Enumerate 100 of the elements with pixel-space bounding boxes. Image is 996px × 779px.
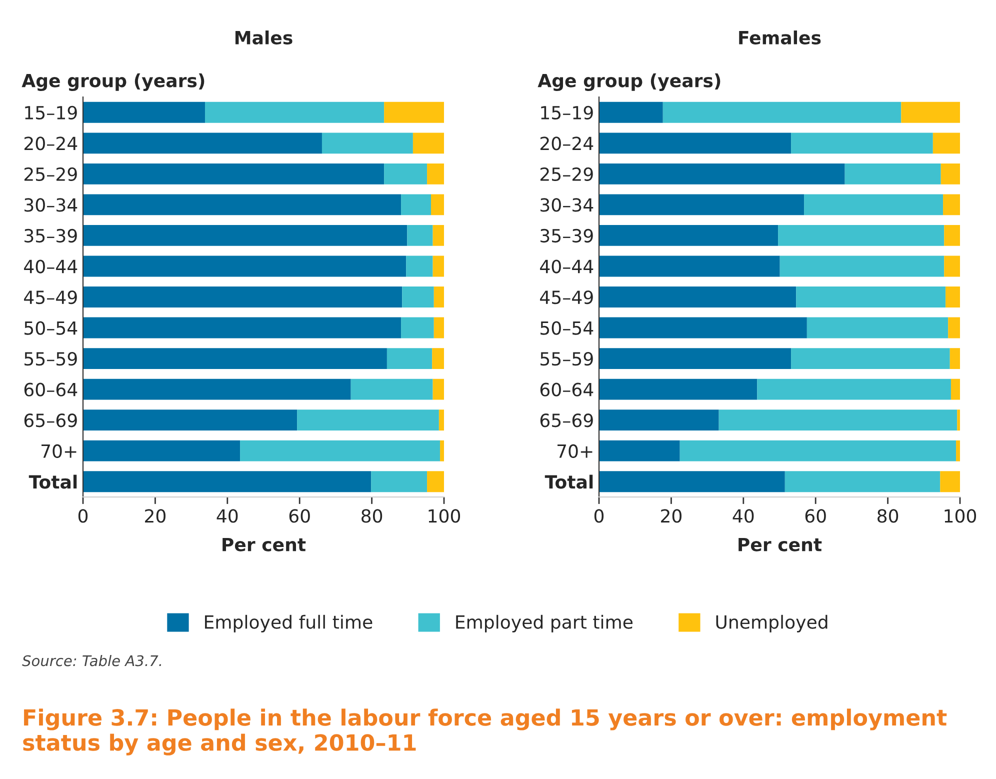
bar	[950, 348, 960, 369]
bar	[83, 410, 298, 431]
bar	[599, 378, 758, 400]
bar	[83, 194, 402, 216]
bar	[932, 132, 960, 154]
y-tick-label: 15–19	[541, 106, 593, 120]
bar	[680, 440, 956, 462]
y-tick-label: 30–34	[540, 198, 594, 212]
bar	[83, 378, 351, 400]
bar	[83, 348, 387, 369]
bar	[83, 256, 406, 277]
bar	[427, 471, 444, 492]
chart-title: Females	[739, 30, 821, 44]
bar	[806, 317, 948, 338]
chart-title: Males	[235, 30, 292, 44]
bar	[297, 410, 439, 431]
y-tick-label: 20–24	[24, 136, 78, 150]
legend-label: Unemployed	[716, 614, 828, 632]
bar	[434, 286, 444, 308]
legend-label: Employed full time	[205, 614, 372, 632]
y-tick-label: 40–44	[24, 260, 78, 274]
bar	[407, 225, 433, 246]
bar	[406, 256, 433, 277]
y-tick-label: 55–59	[24, 352, 77, 366]
bar	[599, 317, 807, 338]
x-tick-label: 80	[878, 509, 898, 523]
y-tick-label: 65–69	[24, 414, 77, 428]
y-tick-label: 50–54	[540, 321, 594, 335]
bar	[402, 286, 434, 308]
bar	[83, 102, 206, 123]
y-tick-label: 35–39	[24, 228, 77, 243]
bar	[384, 163, 428, 184]
bar	[804, 194, 944, 216]
bar	[718, 410, 958, 431]
bar	[432, 225, 444, 246]
bar	[599, 440, 680, 462]
bar	[434, 317, 444, 338]
bar	[599, 410, 719, 431]
bar	[240, 440, 440, 462]
bar	[83, 471, 372, 492]
y-tick-label: 40–44	[540, 260, 594, 274]
x-tick-label: 0	[78, 509, 88, 523]
y-tick-label: 55–59	[540, 352, 593, 366]
bar	[599, 163, 845, 184]
bar	[757, 378, 951, 400]
y-tick-label: 35–39	[540, 228, 593, 243]
bar	[432, 256, 444, 277]
bar	[948, 317, 960, 338]
bar	[371, 471, 428, 492]
y-tick-label: Total	[28, 474, 77, 489]
bar	[943, 194, 960, 216]
x-tick-label: 100	[944, 509, 976, 523]
x-tick-label: 80	[362, 509, 382, 523]
y-axis-title: Age group (years)	[538, 73, 720, 91]
bar	[350, 378, 433, 400]
bar	[83, 440, 240, 462]
x-tick-label: 40	[216, 509, 238, 523]
y-tick-label: 70+	[42, 444, 76, 458]
bar	[944, 225, 960, 246]
bar	[401, 194, 432, 216]
y-tick-label: 15–19	[25, 106, 77, 120]
bar	[599, 194, 804, 216]
y-tick-label: 60–64	[540, 382, 594, 396]
bar	[432, 378, 444, 400]
bar	[791, 132, 933, 154]
bar	[599, 348, 792, 369]
bar	[957, 410, 960, 431]
bar	[940, 163, 960, 184]
x-tick-label: 20	[145, 509, 166, 523]
y-axis-title: Age group (years)	[22, 73, 204, 91]
bar	[83, 132, 322, 154]
bar	[844, 163, 941, 184]
bar	[950, 378, 960, 400]
legend-label: Employed part time	[456, 614, 632, 632]
bar	[427, 163, 444, 184]
y-tick-label: 60–64	[24, 382, 78, 396]
bar	[946, 286, 960, 308]
bar	[940, 471, 960, 492]
x-tick-label: 100	[428, 509, 460, 523]
x-tick-label: 60	[289, 509, 310, 523]
bar	[599, 102, 663, 123]
bar	[599, 132, 792, 154]
x-tick-label: 40	[732, 509, 754, 523]
y-tick-label: 45–49	[24, 290, 77, 304]
caption: Figure 3.7: People in the labour force aged 15 years or over: employment status by age and sex, 2010–11	[23, 708, 947, 756]
x-tick-label: 60	[805, 509, 826, 523]
bar	[432, 348, 444, 369]
y-tick-label: 50–54	[24, 321, 78, 335]
bar	[401, 317, 434, 338]
bar	[431, 194, 444, 216]
bar	[599, 256, 780, 277]
bar	[599, 471, 785, 492]
bar	[438, 410, 444, 431]
y-tick-label: Total	[544, 474, 593, 489]
y-tick-label: 45–49	[540, 290, 593, 304]
bar	[956, 440, 960, 462]
x-tick-label: 0	[594, 509, 604, 523]
x-axis-title: Per cent	[222, 538, 306, 552]
y-tick-label: 30–34	[24, 198, 78, 212]
bar	[83, 163, 384, 184]
